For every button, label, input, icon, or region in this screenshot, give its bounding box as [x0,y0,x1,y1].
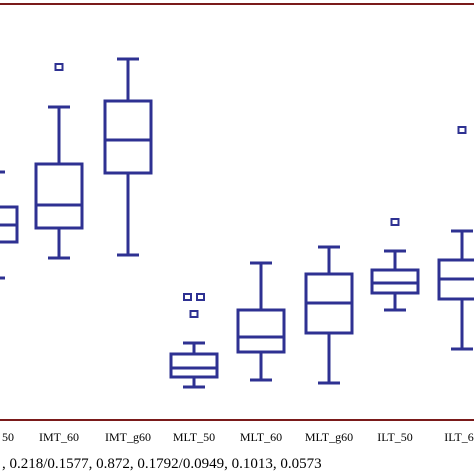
outlier [196,293,205,301]
x-tick-label: 50 [2,430,14,444]
x-tick-label: ILT_50 [377,430,413,444]
x-tick-label: IMT_60 [39,430,79,444]
box [236,308,286,354]
box [34,162,84,230]
x-tick-label: ILT_60 [444,430,474,444]
x-tick-label: MLT_50 [173,430,215,444]
outlier [54,63,64,71]
outlier [457,126,467,134]
outlier [189,310,199,318]
footnote: , 0.218/0.1577, 0.872, 0.1792/0.0949, 0.… [2,456,322,472]
x-tick-label: MLT_g60 [305,430,353,444]
outlier [183,293,192,301]
box [169,352,219,379]
box [103,99,153,175]
outlier [390,218,400,226]
x-tick-label: MLT_60 [240,430,282,444]
x-tick-label: IMT_g60 [105,430,151,444]
